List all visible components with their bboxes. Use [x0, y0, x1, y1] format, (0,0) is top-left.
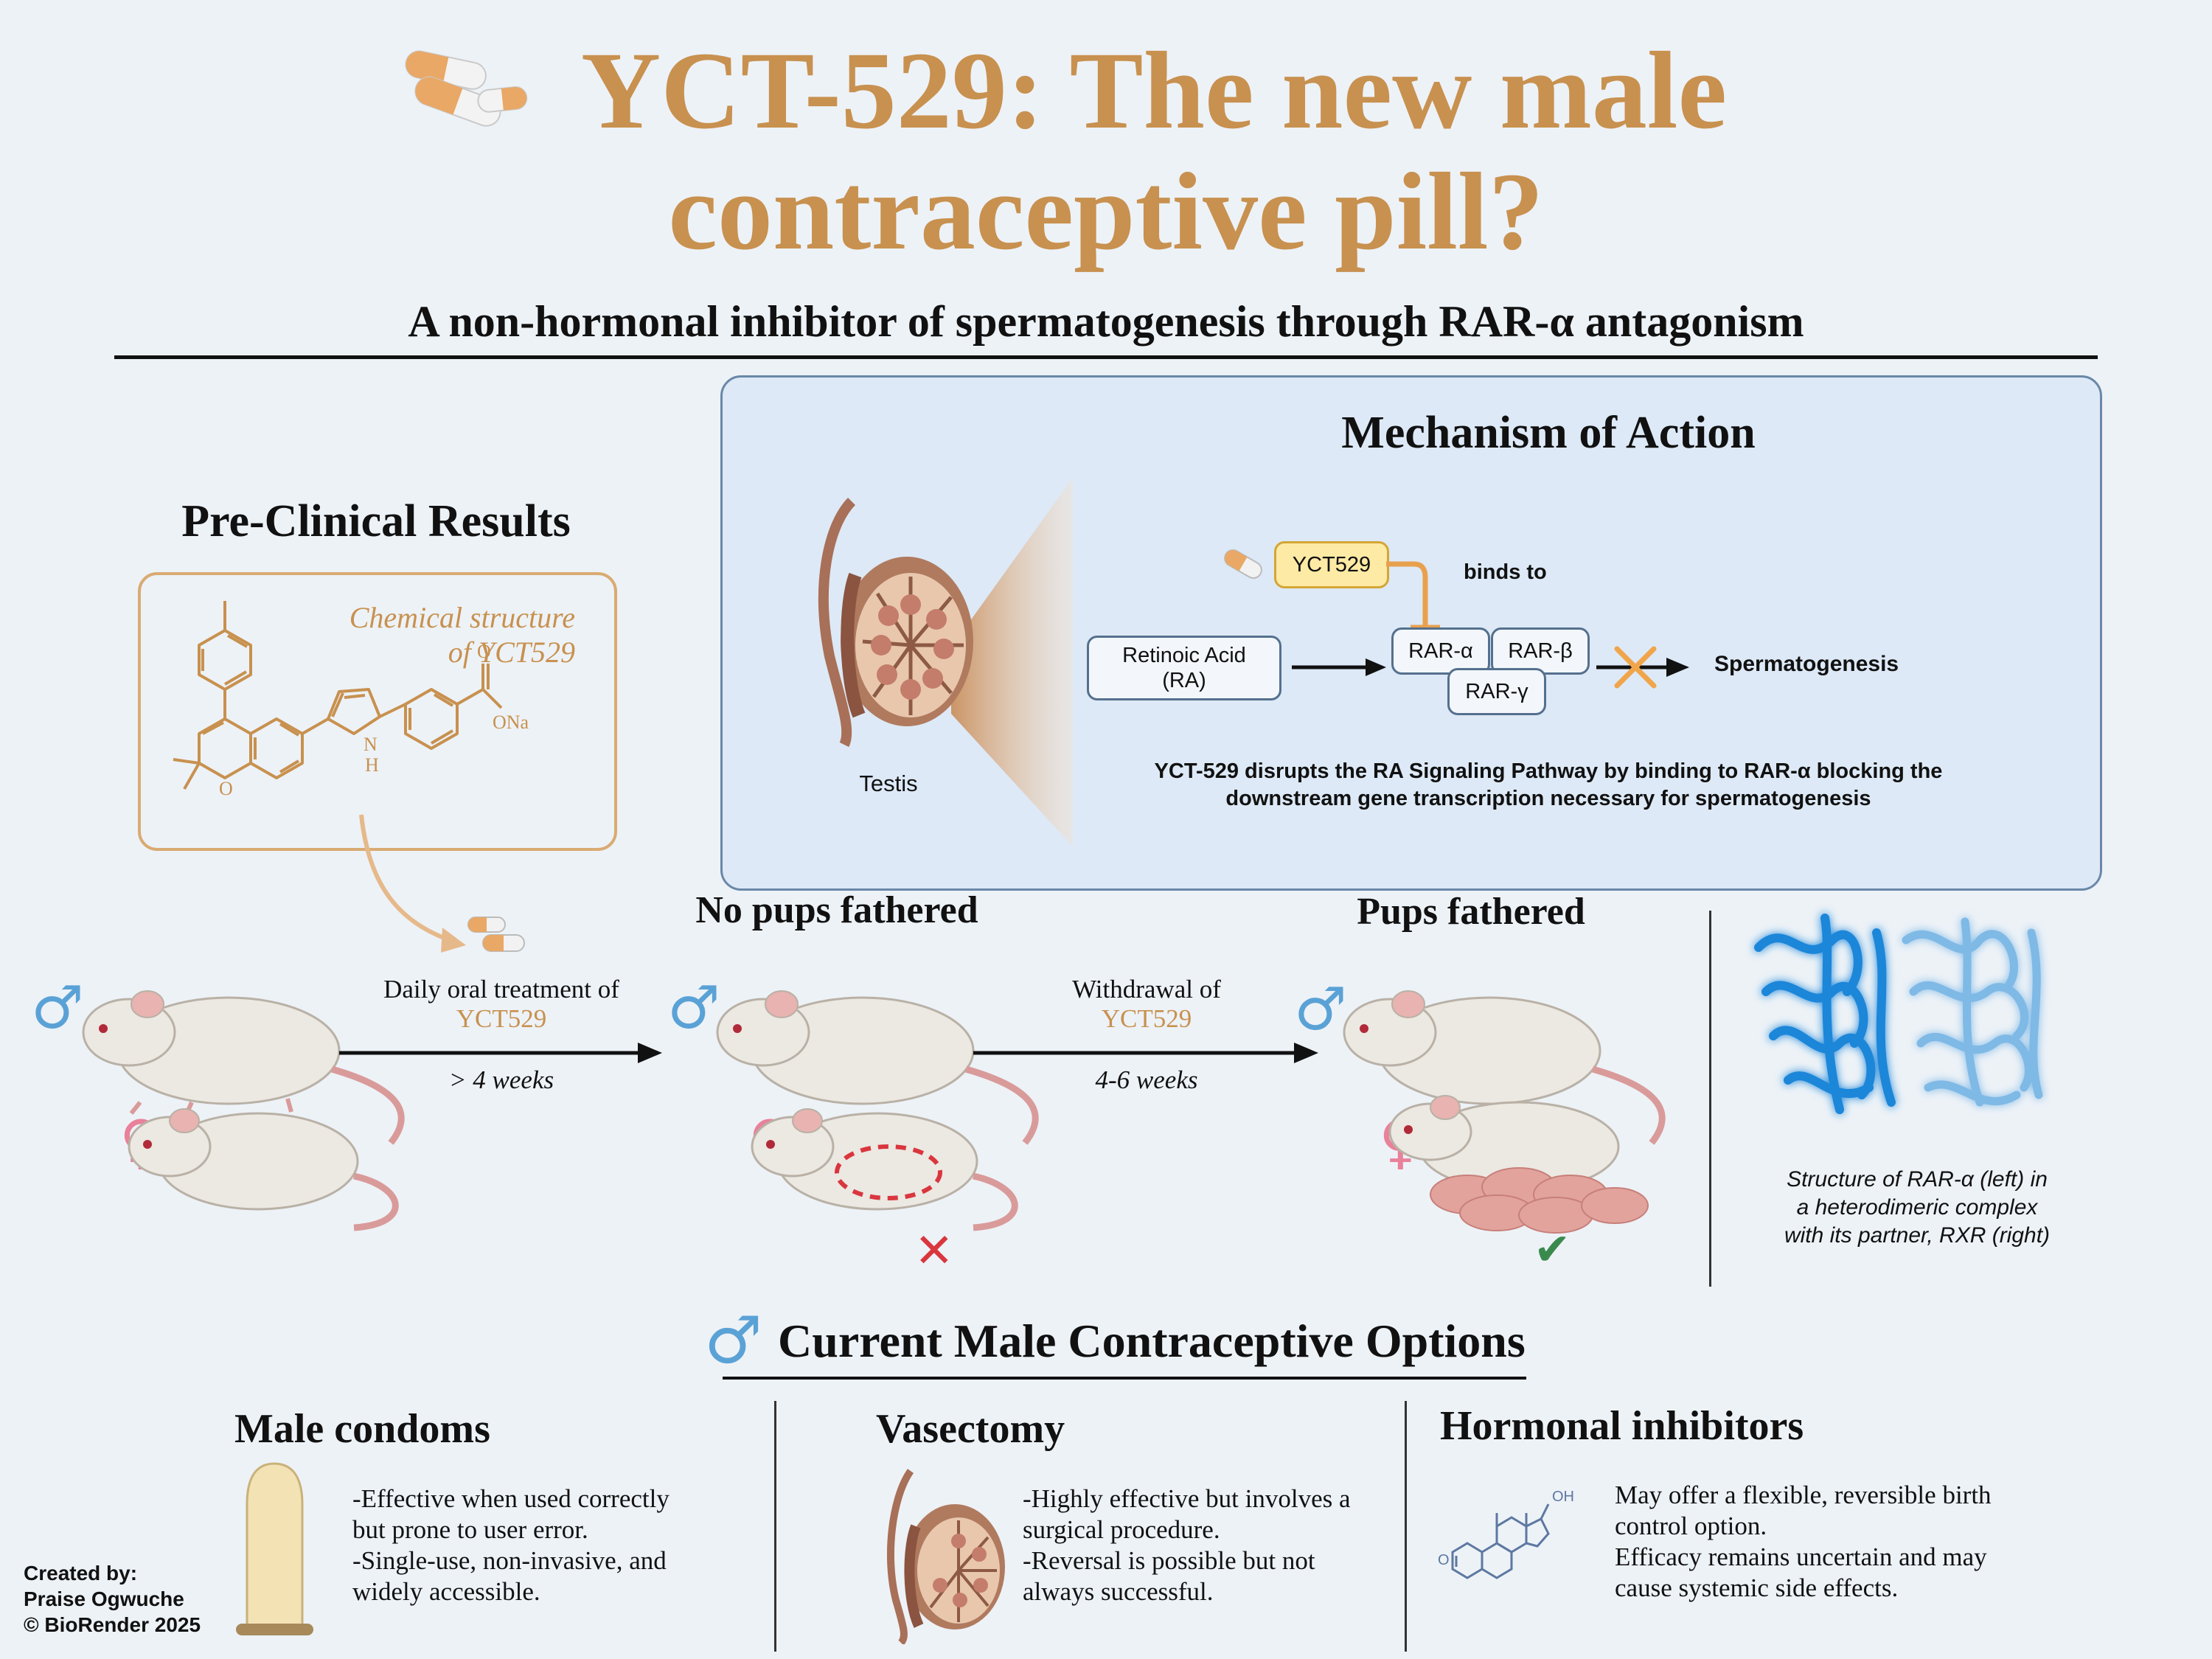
- header-divider: [114, 355, 2098, 359]
- mechanism-description-line2: downstream gene transcription necessary …: [1225, 787, 1871, 810]
- chemical-structure-box: [138, 572, 617, 851]
- male-symbol-2: ♂: [667, 973, 720, 1042]
- steroid-oh-label: OH: [1552, 1489, 1574, 1505]
- page-subtitle: A non-hormonal inhibitor of spermatogene…: [408, 297, 1804, 346]
- atom-o-carbonyl: O: [477, 641, 491, 662]
- atom-h: H: [365, 754, 379, 776]
- step2-drug: YCT529: [1101, 1004, 1192, 1033]
- option-condoms-line1: -Effective when used correctly: [352, 1484, 669, 1513]
- structure-caption-line3: with its partner, RXR (right): [1784, 1223, 2051, 1248]
- option-vasectomy-line1: -Highly effective but involves a: [1023, 1484, 1351, 1513]
- mice-pair-no-pups: [716, 990, 1039, 1231]
- result-no-pups: No pups fathered: [695, 889, 978, 931]
- arrow-step1: [339, 1043, 662, 1063]
- rar-alpha-box: RAR-α: [1391, 627, 1490, 675]
- options-divider-1: [774, 1401, 776, 1652]
- results-divider: [1709, 911, 1711, 1287]
- credits-line2: Praise Ogwuche: [24, 1587, 184, 1610]
- options-divider-2: [1405, 1401, 1407, 1652]
- option-hormonal-title: Hormonal inhibitors: [1440, 1403, 1804, 1449]
- chem-caption-line2: of YCT529: [448, 636, 575, 669]
- arrow-ra-to-rar: [1292, 658, 1386, 676]
- pill-capsules-icon: [391, 46, 531, 127]
- mice-pair-treated: [82, 990, 405, 1231]
- drug-yct529-box: YCT529: [1274, 541, 1389, 588]
- option-hormonal-line3: Efficacy remains uncertain and may: [1615, 1543, 1987, 1571]
- credits-line3: © BioRender 2025: [24, 1613, 201, 1636]
- curved-arrow-to-pills: [359, 814, 466, 953]
- male-symbol-1: ♂: [31, 973, 84, 1042]
- option-vasectomy-line2: surgical procedure.: [1023, 1515, 1220, 1544]
- option-vasectomy-title: Vasectomy: [876, 1406, 1065, 1452]
- check-mark-icon: ✔: [1534, 1224, 1571, 1276]
- vasectomy-testis-icon: [887, 1469, 1005, 1644]
- condom-icon: [236, 1462, 313, 1635]
- step2-text: Withdrawal of: [1072, 975, 1221, 1004]
- options-heading: Current Male Contraceptive Options: [778, 1315, 1526, 1367]
- retinoic-acid-label: Retinoic Acid (RA): [1122, 644, 1246, 692]
- structure-caption-line1: Structure of RAR-α (left) in: [1787, 1167, 2048, 1192]
- step1-text: Daily oral treatment of: [383, 975, 619, 1004]
- option-vasectomy-line4: always successful.: [1023, 1577, 1214, 1606]
- atom-n: N: [364, 734, 378, 755]
- option-vasectomy-line3: -Reversal is possible but not: [1023, 1546, 1315, 1575]
- spermatogenesis-label: Spermatogenesis: [1714, 652, 1899, 676]
- cross-mark-icon: ✕: [914, 1224, 954, 1279]
- options-underline: [723, 1377, 1526, 1380]
- steroid-o-label: O: [1438, 1552, 1450, 1568]
- blocked-arrow: [1596, 646, 1689, 689]
- rar-beta-box: RAR-β: [1491, 627, 1590, 675]
- option-condoms-line3: -Single-use, non-invasive, and: [352, 1546, 667, 1575]
- step2-duration: 4-6 weeks: [1095, 1065, 1198, 1094]
- retinoic-acid-box: Retinoic Acid (RA): [1087, 636, 1281, 700]
- option-condoms-line4: widely accessible.: [352, 1577, 540, 1606]
- arrow-step2: [973, 1043, 1318, 1063]
- steroid-structure-icon: OH O: [1438, 1489, 1574, 1579]
- male-symbol-heading-icon: ♂: [704, 1302, 762, 1378]
- rar-gamma-box: RAR-γ: [1447, 668, 1546, 715]
- atom-o-ring: O: [219, 778, 233, 799]
- page-title-line1: YCT-529: The new male: [580, 29, 1728, 152]
- small-pill-icon: [1220, 546, 1266, 586]
- credits-line1: Created by:: [24, 1562, 138, 1585]
- testis-illustration: [818, 498, 973, 748]
- option-hormonal-line1: May offer a flexible, reversible birth: [1615, 1481, 1992, 1509]
- step1-drug: YCT529: [456, 1004, 547, 1033]
- option-condoms-title: Male condoms: [234, 1406, 490, 1452]
- rar-rxr-protein-structure: [1754, 914, 2043, 1114]
- chem-caption-line1: Chemical structure: [349, 601, 575, 634]
- mechanism-heading: Mechanism of Action: [1341, 408, 1756, 458]
- preclinical-heading: Pre-Clinical Results: [181, 496, 571, 546]
- atom-ona: ONa: [493, 712, 529, 733]
- option-condoms-line2: but prone to user error.: [352, 1515, 588, 1544]
- option-hormonal-line4: cause systemic side effects.: [1615, 1573, 1899, 1602]
- option-hormonal-line2: control option.: [1615, 1512, 1767, 1540]
- page-title-line2: contraceptive pill?: [668, 150, 1544, 273]
- mechanism-description-line1: YCT-529 disrupts the RA Signaling Pathwa…: [1154, 759, 1943, 783]
- pill-pair-icon: [461, 914, 527, 959]
- testis-label: Testis: [859, 771, 918, 796]
- male-symbol-3: ♂: [1294, 975, 1347, 1043]
- step1-duration: > 4 weeks: [448, 1065, 554, 1094]
- chemical-structure-yct529: N H O O ONa: [173, 601, 529, 799]
- result-pups: Pups fathered: [1357, 891, 1585, 933]
- binds-to-label: binds to: [1464, 560, 1547, 584]
- zoom-cone: [951, 478, 1073, 846]
- structure-caption-line2: a heterodimeric complex: [1796, 1195, 2038, 1220]
- mice-pair-with-pups: [1343, 990, 1666, 1234]
- inhibition-arrow: [1386, 561, 1440, 630]
